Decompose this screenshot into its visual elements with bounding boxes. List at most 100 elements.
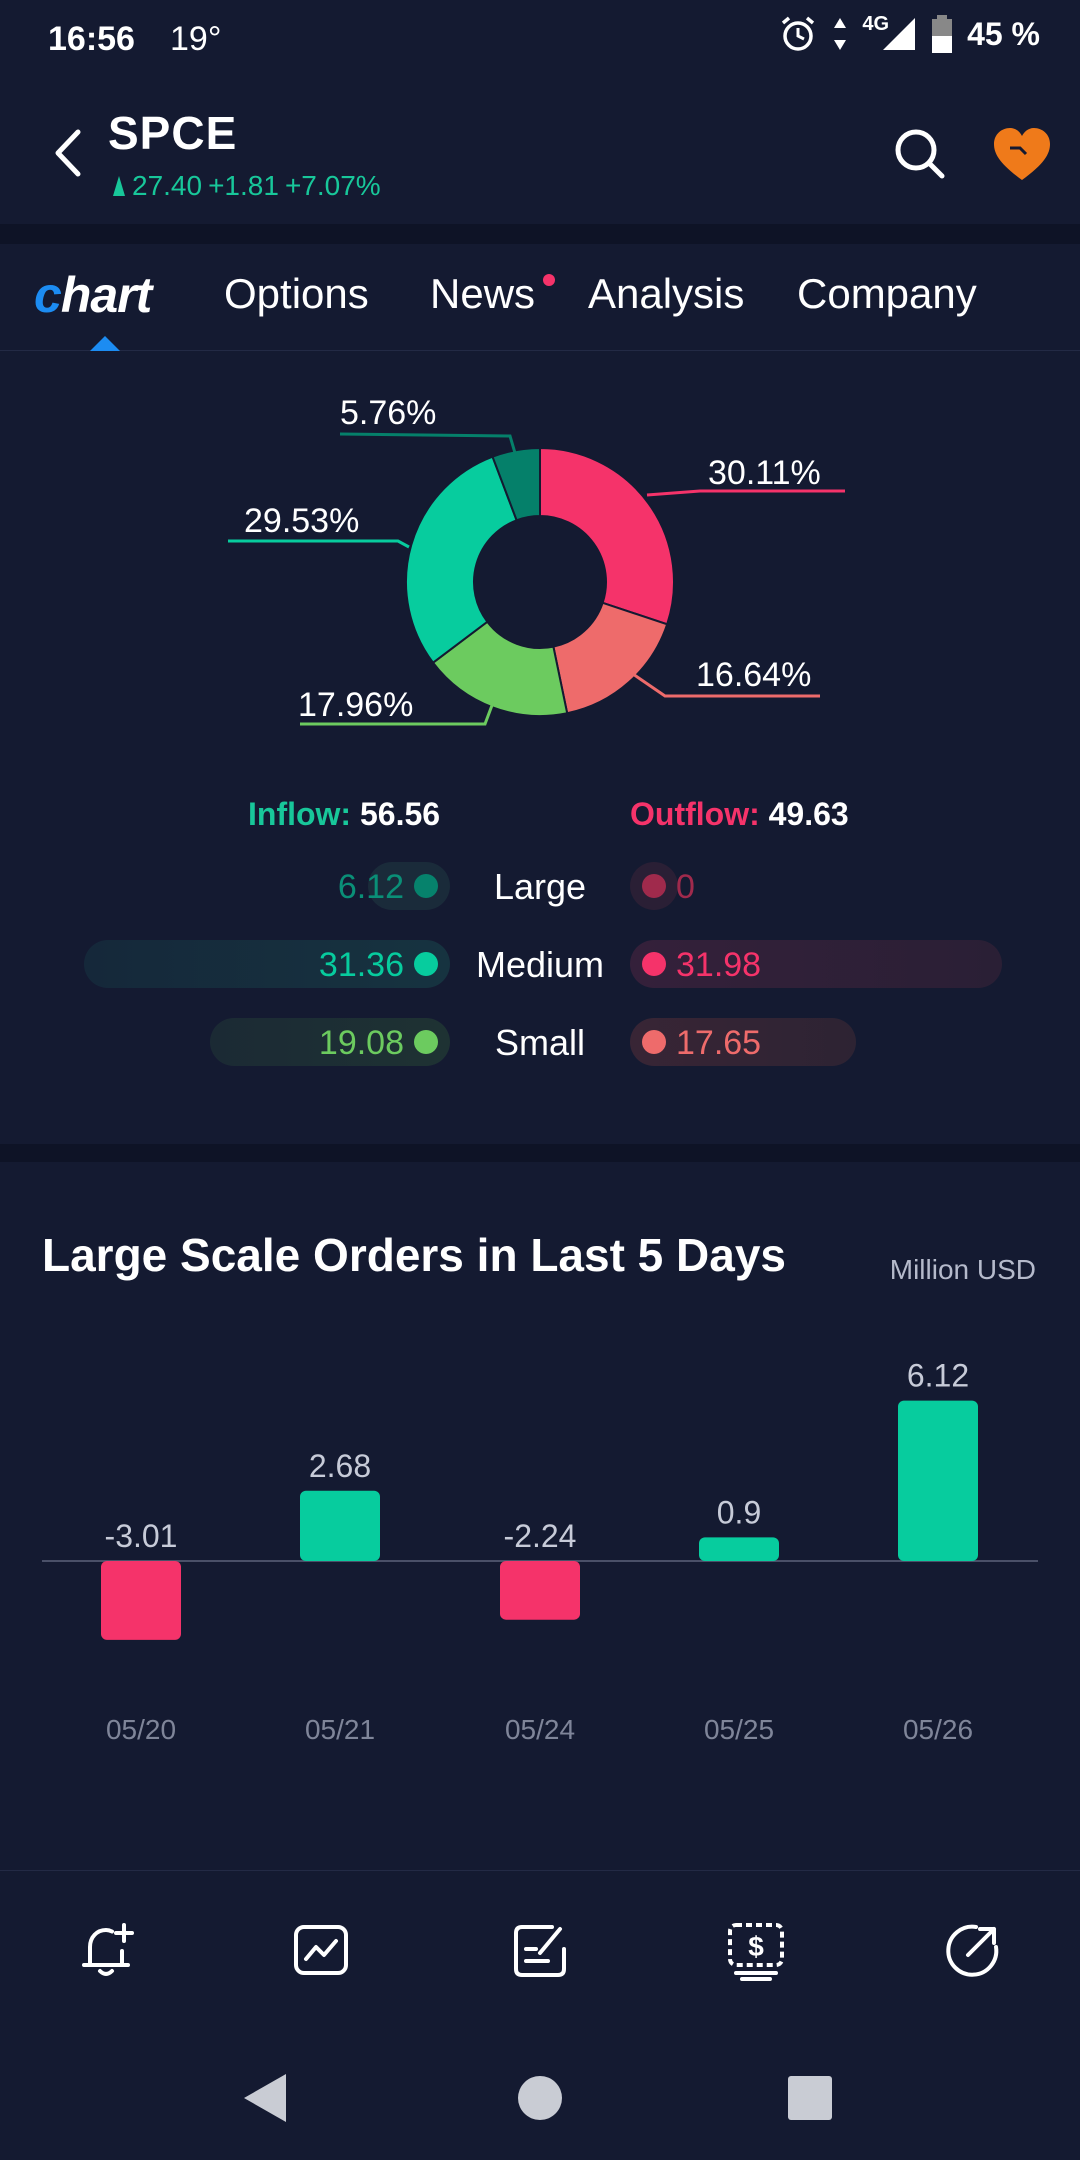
inflow-pill: 6.12 [338,862,450,910]
bar [699,1537,779,1561]
outflow-dot [642,874,666,898]
signal-icon [883,18,916,50]
battery-level: 45 % [967,15,1040,52]
outflow-dot [642,952,666,976]
bar-chart-unit: Million USD [889,1254,1036,1285]
heart-icon[interactable] [990,124,1054,184]
leader-line [300,699,496,726]
back-arrow-icon[interactable] [40,118,100,188]
back-triangle-icon[interactable] [236,2068,296,2128]
status-time: 16:56 [48,20,135,58]
outflow-label: Outflow: [630,796,760,832]
flow-row-small: 19.08 Small 17.65 [0,1018,1080,1068]
bar-value-label: -2.24 [504,1518,577,1554]
tab-bar: chart Options News Analysis Company [0,244,1080,351]
inflow-value: 31.36 [318,946,404,984]
status-bar: 16:56 19° 4G 45 % [0,0,1080,84]
stock-header: SPCE 27.40 +1.81 +7.07% [0,84,1080,224]
inflow-summary: Inflow: 56.56 [248,796,440,833]
date-tick-label: 05/24 [505,1714,575,1745]
slice-label: 16.64% [696,656,811,694]
slice-label: 29.53% [244,502,359,540]
inflow-dot [414,952,438,976]
bar-value-label: 0.9 [717,1494,761,1530]
status-temperature: 19° [170,20,222,58]
bar-value-label: -3.01 [105,1518,178,1554]
outflow-pill: 31.98 [630,940,1002,988]
bar [300,1490,380,1561]
inflow-label: Inflow: [248,796,352,832]
bar-value-label: 2.68 [309,1448,371,1484]
flow-row-large: 6.12 Large 0 [0,862,1080,912]
outflow-value: 17.65 [676,1024,762,1062]
bar [101,1561,181,1640]
ticker-symbol: SPCE [108,107,238,159]
outflow-total: 49.63 [768,796,849,832]
bars: -3.01 05/20 2.68 05/21 -2.24 05/24 0.9 05/25 6.1… [101,1358,978,1745]
recents-square-icon[interactable] [780,2068,840,2128]
capital-flow-donut: 30.11% 16.64% 17.96% 29.53% 5.76% [228,394,845,726]
dollar-order-icon[interactable]: $ [720,1915,792,1987]
bar-value-label: 6.12 [907,1358,969,1394]
outflow-dot [642,1030,666,1054]
flow-row-label: Small [494,1022,586,1063]
tab-options[interactable]: Options [224,270,369,317]
price-line: 27.40 +1.81 +7.07% [112,170,381,202]
tab-chart[interactable]: chart [34,266,152,324]
bar [500,1561,580,1620]
slice-label: 30.11% [708,454,821,492]
tab-chart-letter: c [34,267,62,323]
tab-news[interactable]: News [430,270,536,317]
share-icon[interactable] [936,1915,1008,1987]
inflow-total: 56.56 [359,796,441,832]
slice-label: 17.96% [298,686,413,724]
search-icon[interactable] [888,122,952,186]
inflow-dot [414,874,438,898]
slice-label: 5.76% [340,394,436,432]
inflow-pill: 31.36 [84,940,450,988]
inflow-dot [414,1030,438,1054]
chart-trend-icon[interactable] [286,1915,358,1987]
price-change: +1.81 [208,170,279,201]
home-circle-icon[interactable] [510,2068,570,2128]
up-arrow-icon [113,176,125,196]
date-tick-label: 05/20 [106,1714,176,1745]
leader-line [629,670,820,698]
date-tick-label: 05/26 [903,1714,973,1745]
bar [898,1400,978,1561]
outflow-value: 0 [676,868,695,906]
bottom-toolbar: $ [0,1870,1080,2031]
large-orders-bar-chart: -3.01 05/20 2.68 05/21 -2.24 05/24 0.9 05/25 6.1… [42,1358,1038,1745]
outflow-summary: Outflow: 49.63 [630,796,849,833]
tab-company[interactable]: Company [797,270,977,317]
bar-chart-title: Large Scale Orders in Last 5 Days [42,1229,787,1281]
date-tick-label: 05/25 [704,1714,774,1745]
inflow-value: 6.12 [337,868,404,906]
header-divider [0,224,1080,244]
last-price: 27.40 [132,170,203,201]
inflow-pill: 19.08 [210,1018,450,1066]
outflow-pill: 17.65 [630,1018,856,1066]
leader-line [228,539,410,549]
leader-line [339,432,517,454]
network-type: 4G [862,12,890,35]
tab-analysis[interactable]: Analysis [588,270,745,317]
date-tick-label: 05/21 [305,1714,375,1745]
alarm-icon [782,16,815,51]
flow-row-label: Medium [475,944,605,985]
donut-hole [474,516,606,648]
edit-note-icon[interactable] [504,1915,576,1987]
section-divider [0,1144,1080,1162]
status-icons: 4G 45 % [778,12,1040,54]
flow-row-label: Large [493,866,587,907]
battery-icon [932,15,953,53]
bell-plus-icon[interactable] [72,1915,144,1987]
active-tab-indicator [90,336,120,351]
outflow-value: 31.98 [676,946,762,984]
svg-text:$: $ [748,1931,764,1962]
price-change-pct: +7.07% [284,170,381,201]
donut-slices [405,446,675,717]
inflow-value: 19.08 [318,1024,404,1062]
system-navigation-bar [0,2030,1080,2160]
news-unread-dot [543,274,555,286]
